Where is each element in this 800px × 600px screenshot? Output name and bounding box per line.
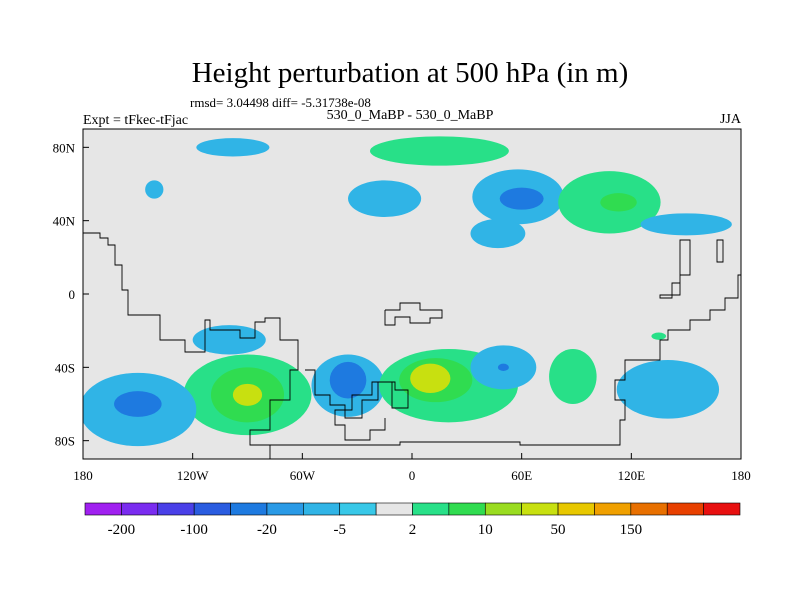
contour-region-17: [329, 361, 367, 399]
colorbar-box-3: [193, 502, 231, 516]
chart-title: Height perturbation at 500 hPa (in m): [192, 57, 629, 89]
colorbar-box-12: [521, 502, 559, 516]
contour-region-25: [651, 332, 667, 340]
colorbar-label-6: 50: [551, 522, 566, 538]
x-tick-label-6: 180: [731, 468, 751, 483]
colorbar-box-16: [666, 502, 704, 516]
contour-region-20: [410, 363, 451, 394]
contour-region-23: [549, 349, 597, 404]
colorbar-label-0: -200: [108, 522, 136, 538]
colorbar-label-4: 2: [409, 522, 417, 538]
y-tick-label-2: 0: [69, 287, 76, 302]
experiment-label: Expt = tFkec-tFjac: [83, 113, 188, 128]
contour-region-2: [369, 136, 509, 166]
colorbar-label-5: 10: [478, 522, 493, 538]
colorbar-box-1: [121, 502, 159, 516]
asia-coastline: [384, 302, 443, 326]
x-tick-label-3: 0: [409, 468, 416, 483]
colorbar-label-3: -5: [333, 522, 346, 538]
contour-regions: [83, 136, 732, 447]
colorbar: -200 -100 -20 -5 2 10 50 150: [84, 502, 741, 538]
y-tick-label-3: 40S: [55, 360, 75, 375]
contour-region-0: [196, 138, 270, 157]
y-tick-label-0: 80N: [53, 140, 76, 155]
colorbar-box-14: [594, 502, 632, 516]
contour-region-24: [616, 360, 720, 419]
season-label: JJA: [720, 112, 742, 127]
contour-region-6: [470, 218, 526, 249]
colorbar-box-2: [157, 502, 195, 516]
colorbar-box-9: [412, 502, 450, 516]
y-tick-label-4: 80S: [55, 434, 75, 449]
colorbar-box-15: [630, 502, 668, 516]
colorbar-box-4: [230, 502, 268, 516]
north-atlantic-coastline: [716, 239, 724, 263]
colorbar-box-5: [266, 502, 304, 516]
coastline: [83, 232, 741, 459]
center-label: 530_0_MaBP - 530_0_MaBP: [327, 108, 494, 123]
x-tick-label-5: 120E: [618, 468, 646, 483]
axis-ticks: 180 120W 60W 0 60E 120E 180 80N 40N 0 40S 80S: [53, 140, 751, 483]
colorbar-box-6: [303, 502, 341, 516]
contour-region-1: [145, 180, 164, 199]
antarctic-coastline: [270, 441, 600, 446]
contour-region-8: [600, 193, 637, 212]
colorbar-label-7: 150: [620, 522, 643, 538]
north-pacific-coastline: [659, 239, 691, 299]
colorbar-label-2: -20: [257, 522, 277, 538]
colorbar-box-17: [703, 502, 741, 516]
africa-coastline: [305, 369, 409, 441]
australia-coastline: [600, 274, 741, 446]
x-tick-label-1: 120W: [177, 468, 210, 483]
contour-region-22: [497, 363, 509, 372]
colorbar-box-13: [557, 502, 595, 516]
contour-region-4: [499, 187, 544, 210]
contour-region-15: [114, 391, 162, 417]
contour-region-5: [348, 180, 422, 218]
colorbar-box-7: [339, 502, 377, 516]
colorbar-box-0: [84, 502, 122, 516]
contour-region-10: [192, 325, 266, 355]
x-tick-label-0: 180: [73, 468, 93, 483]
colorbar-label-1: -100: [180, 522, 208, 538]
stats-line: rmsd= 3.04498 diff= -5.31738e-08: [190, 95, 371, 110]
y-tick-label-1: 40N: [53, 214, 76, 229]
contour-region-13: [232, 383, 263, 406]
x-tick-label-2: 60W: [290, 468, 316, 483]
contour-region-9: [640, 213, 732, 236]
americas-coastline: [83, 232, 299, 459]
colorbar-box-8: [375, 502, 413, 516]
colorbar-box-10: [448, 502, 486, 516]
colorbar-box-11: [484, 502, 522, 516]
x-tick-label-4: 60E: [511, 468, 532, 483]
